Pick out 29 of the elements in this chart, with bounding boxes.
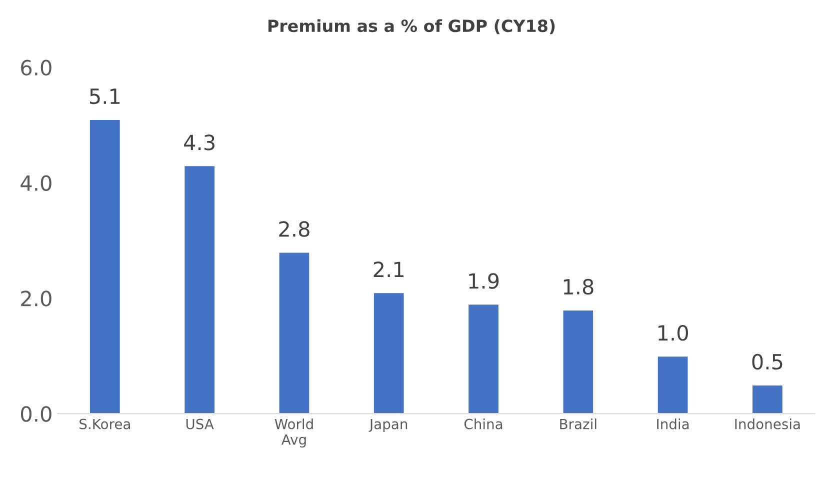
bar xyxy=(751,384,784,414)
y-tick-label: 4.0 xyxy=(20,175,52,191)
data-label: 4.3 xyxy=(184,134,214,150)
data-label: 0.5 xyxy=(752,354,782,370)
data-label: 1.0 xyxy=(658,325,688,341)
bar xyxy=(372,292,406,414)
x-tick-label: Brazil xyxy=(560,418,596,430)
chart-title: Premium as a % of GDP (CY18) xyxy=(268,19,555,34)
x-tick-label: USA xyxy=(186,418,214,430)
bar xyxy=(562,309,594,414)
bar xyxy=(278,251,311,414)
y-tick-label: 6.0 xyxy=(21,60,52,76)
bar xyxy=(656,355,690,414)
x-tick-label: S.Korea xyxy=(80,418,130,430)
y-tick-label: 2.0 xyxy=(21,290,52,306)
x-tick-label: Japan xyxy=(368,418,408,432)
data-label: 2.8 xyxy=(279,221,310,237)
x-tick-label: China xyxy=(464,418,502,430)
bar xyxy=(467,303,500,414)
data-label: 2.1 xyxy=(374,262,404,278)
x-tick-label: India xyxy=(657,418,689,430)
bar xyxy=(88,118,122,414)
x-tick-label: Indonesia xyxy=(735,418,800,430)
data-label: 1.8 xyxy=(564,278,594,295)
x-tick-label: World Avg xyxy=(274,418,313,448)
bar xyxy=(183,164,216,414)
y-tick-label: 0.0 xyxy=(20,406,52,422)
data-label: 1.9 xyxy=(469,273,499,289)
data-label: 5.1 xyxy=(90,88,120,104)
